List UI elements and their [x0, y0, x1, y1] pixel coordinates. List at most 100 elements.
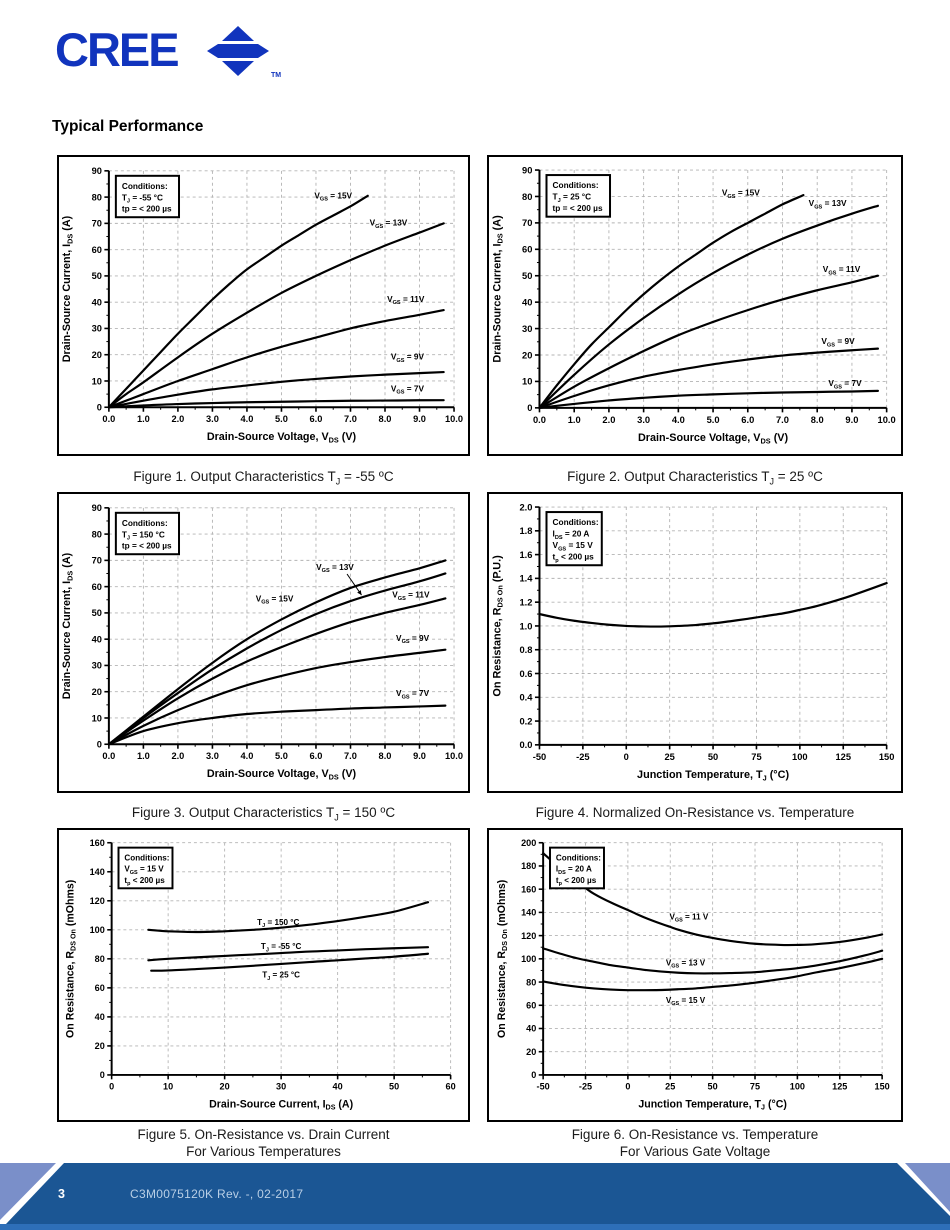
- svg-text:IDS = 20 A: IDS = 20 A: [553, 529, 590, 541]
- svg-text:75: 75: [750, 1082, 760, 1092]
- svg-text:60: 60: [95, 983, 105, 993]
- svg-text:10.0: 10.0: [445, 751, 463, 761]
- svg-text:80: 80: [522, 192, 532, 202]
- svg-text:50: 50: [708, 1082, 718, 1092]
- page-footer: 3 C3M0075120K Rev. -, 02-2017: [0, 1163, 950, 1230]
- svg-text:100: 100: [521, 954, 536, 964]
- svg-text:1.0: 1.0: [137, 751, 150, 761]
- svg-text:Conditions:: Conditions:: [124, 853, 169, 862]
- svg-text:9.0: 9.0: [845, 415, 858, 425]
- svg-text:80: 80: [92, 529, 102, 539]
- svg-text:0.0: 0.0: [533, 415, 546, 425]
- svg-text:VGS = 11V: VGS = 11V: [392, 591, 430, 602]
- svg-text:100: 100: [792, 752, 808, 762]
- figure5-caption: Figure 5. On-Resistance vs. Drain Curren…: [137, 1127, 390, 1159]
- figure1-caption: Figure 1. Output Characteristics TJ = -5…: [133, 469, 394, 487]
- svg-text:0.2: 0.2: [519, 716, 532, 726]
- svg-text:80: 80: [526, 977, 536, 987]
- svg-text:70: 70: [522, 218, 532, 228]
- svg-text:40: 40: [95, 1012, 105, 1022]
- svg-text:7.0: 7.0: [776, 415, 789, 425]
- svg-text:160: 160: [90, 838, 105, 848]
- figure4-caption: Figure 4. Normalized On-Resistance vs. T…: [535, 805, 855, 820]
- svg-text:6.0: 6.0: [310, 414, 323, 424]
- svg-text:-50: -50: [533, 752, 546, 762]
- svg-text:VGS = 13V: VGS = 13V: [809, 198, 847, 210]
- svg-text:90: 90: [92, 503, 102, 513]
- svg-text:Drain-Source Current, IDS (A): Drain-Source Current, IDS (A): [209, 1098, 353, 1111]
- svg-text:tp < 200 µs: tp < 200 µs: [556, 876, 597, 887]
- svg-text:120: 120: [521, 931, 536, 941]
- figure6-caption: Figure 6. On-Resistance vs. Temperature F…: [571, 1127, 819, 1159]
- svg-text:8.0: 8.0: [379, 414, 392, 424]
- svg-text:Drain-Source Current, IDS (A): Drain-Source Current, IDS (A): [491, 215, 504, 363]
- cree-logo: CREE TM: [55, 24, 281, 80]
- svg-text:10: 10: [92, 376, 102, 386]
- svg-text:30: 30: [92, 661, 102, 671]
- svg-text:TJ = 150 °C: TJ = 150 °C: [122, 530, 165, 541]
- svg-text:8.0: 8.0: [811, 415, 824, 425]
- svg-text:4.0: 4.0: [672, 415, 685, 425]
- svg-text:VGS = 9V: VGS = 9V: [396, 634, 430, 645]
- svg-text:TJ = 25 °C: TJ = 25 °C: [553, 192, 592, 204]
- svg-text:60: 60: [522, 245, 532, 255]
- page-title: Typical Performance: [52, 118, 204, 135]
- svg-text:Conditions:: Conditions:: [122, 182, 168, 191]
- svg-text:8.0: 8.0: [379, 751, 392, 761]
- svg-text:VGS = 15 V: VGS = 15 V: [553, 540, 594, 552]
- svg-text:3.0: 3.0: [206, 414, 219, 424]
- svg-text:30: 30: [276, 1082, 286, 1092]
- svg-text:50: 50: [92, 271, 102, 281]
- svg-text:30: 30: [92, 324, 102, 334]
- footer-banner-graphic: [0, 1163, 950, 1230]
- svg-text:On Resistance, RDS On (P.U.): On Resistance, RDS On (P.U.): [491, 555, 504, 697]
- svg-text:80: 80: [95, 954, 105, 964]
- svg-text:1.6: 1.6: [519, 550, 532, 560]
- svg-text:-25: -25: [579, 1082, 592, 1092]
- svg-text:1.0: 1.0: [519, 621, 532, 631]
- svg-text:60: 60: [92, 582, 102, 592]
- svg-text:0: 0: [624, 752, 629, 762]
- svg-text:-25: -25: [576, 752, 589, 762]
- figure4-normalized-on-resistance-chart: -50 -25 0 25 50 75 100 125 150 0.0 0.2 0.4 0.6 0.8 1.0…: [487, 492, 903, 793]
- svg-text:VGS = 15V: VGS = 15V: [314, 191, 352, 202]
- svg-text:20: 20: [220, 1082, 230, 1092]
- svg-text:20: 20: [522, 350, 532, 360]
- svg-text:VGS = 7V: VGS = 7V: [828, 378, 862, 390]
- svg-text:Conditions:: Conditions:: [122, 519, 168, 528]
- svg-text:40: 40: [92, 634, 102, 644]
- svg-text:tp < 200 µs: tp < 200 µs: [124, 876, 165, 887]
- svg-text:VGS = 11 V: VGS = 11 V: [669, 912, 708, 923]
- svg-text:1.0: 1.0: [568, 415, 581, 425]
- svg-text:140: 140: [521, 908, 536, 918]
- svg-text:VGS = 11V: VGS = 11V: [823, 264, 861, 276]
- svg-text:10: 10: [163, 1082, 173, 1092]
- svg-text:tp < 200 µs: tp < 200 µs: [553, 552, 595, 564]
- trademark-label: TM: [271, 72, 282, 79]
- svg-text:On Resistance, RDS On (mOhms): On Resistance, RDS On (mOhms): [64, 880, 77, 1038]
- svg-text:0.8: 0.8: [519, 645, 532, 655]
- svg-text:VGS = 13 V: VGS = 13 V: [666, 958, 706, 969]
- svg-text:IDS = 20 A: IDS = 20 A: [556, 865, 592, 876]
- svg-text:1.4: 1.4: [519, 574, 533, 584]
- svg-text:60: 60: [446, 1082, 456, 1092]
- svg-text:VGS = 13V: VGS = 13V: [316, 563, 354, 574]
- svg-text:Drain-Source Voltage, VDS (V): Drain-Source Voltage, VDS (V): [207, 431, 357, 444]
- svg-text:Conditions:: Conditions:: [553, 180, 599, 190]
- figure3-output-characteristics-150c-chart: 0.0 1.0 2.0 3.0 4.0 5.0 6.0 7.0 8.0 9.0 10.0 0 10 20 3…: [57, 492, 470, 793]
- svg-text:VGS = 7V: VGS = 7V: [391, 384, 425, 395]
- svg-text:tp = < 200 µs: tp = < 200 µs: [122, 542, 172, 551]
- figure2-caption: Figure 2. Output Characteristics TJ = 25…: [567, 469, 823, 487]
- svg-text:140: 140: [90, 867, 105, 877]
- svg-text:30: 30: [522, 324, 532, 334]
- svg-text:VGS = 9V: VGS = 9V: [821, 336, 855, 348]
- svg-text:100: 100: [90, 925, 105, 935]
- svg-text:40: 40: [522, 297, 532, 307]
- svg-text:2.0: 2.0: [519, 502, 532, 512]
- svg-text:2.0: 2.0: [171, 751, 184, 761]
- svg-text:0: 0: [97, 740, 102, 750]
- svg-text:1.0: 1.0: [137, 414, 150, 424]
- svg-text:7.0: 7.0: [344, 414, 357, 424]
- svg-text:90: 90: [92, 166, 102, 176]
